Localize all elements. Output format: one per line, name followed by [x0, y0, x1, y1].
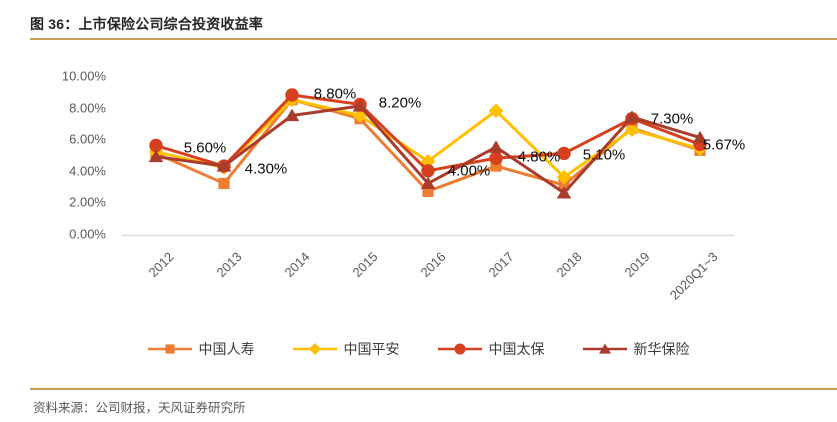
y-axis-tick-label: 4.00% [69, 163, 106, 179]
triangle-marker [420, 176, 436, 190]
x-axis-tick-label: 2018 [553, 249, 585, 281]
circle-marker [217, 159, 231, 173]
triangle-marker [598, 343, 611, 354]
figure-title: 图 36：上市保险公司综合投资收益率 [30, 16, 264, 32]
legend-item: 中国太保 [437, 339, 545, 359]
legend-diamond-swatch [292, 343, 337, 355]
data-point-label: 5.60% [183, 139, 227, 157]
y-axis-tick-label: 6.00% [69, 131, 106, 147]
circle-marker [421, 164, 435, 178]
data-point-label: 8.80% [313, 85, 357, 103]
y-axis-tick-label: 2.00% [69, 194, 106, 210]
diamond-marker [216, 160, 232, 175]
y-axis-tick-label: 8.00% [69, 100, 106, 116]
legend-label: 中国平安 [343, 341, 400, 357]
legend-item: 中国平安 [292, 339, 400, 359]
x-axis-tick-label: 2019 [621, 249, 653, 281]
data-point-label: 4.30% [244, 160, 288, 178]
series-line [154, 98, 702, 193]
square-marker [490, 160, 502, 172]
triangle-marker [624, 110, 640, 123]
x-axis-tick-label: 2013 [213, 249, 245, 281]
series-square [150, 94, 706, 197]
legend-label: 中国太保 [488, 341, 545, 357]
legend-label: 中国人寿 [198, 341, 255, 357]
y-axis-tick-label: 0.00% [69, 226, 106, 242]
legend-square-swatch [147, 344, 192, 354]
diamond-marker [148, 144, 164, 160]
legend-label: 新华保险 [633, 341, 690, 357]
chart-legend: 中国人寿 中国平安 中国太保 新华保险 [0, 336, 837, 362]
diamond-marker [352, 108, 368, 123]
data-point-label: 4.00% [447, 162, 491, 180]
x-axis-tick-label: 2017 [485, 249, 517, 281]
triangle-marker [488, 140, 504, 153]
triangle-marker [148, 149, 164, 163]
square-marker [218, 177, 230, 190]
x-axis-tick-label: 2012 [145, 249, 177, 281]
series-line [154, 98, 702, 179]
y-axis-tick-label: 10.00% [61, 68, 106, 84]
diamond-marker [308, 343, 321, 355]
square-marker [150, 147, 162, 160]
square-marker [286, 94, 298, 106]
diamond-marker [420, 154, 436, 169]
circle-marker [489, 151, 503, 165]
x-axis-tick-label: 2015 [349, 249, 381, 281]
legend-triangle-swatch [582, 343, 627, 354]
triangle-marker [284, 108, 300, 122]
data-point-label: 5.67% [702, 136, 746, 154]
circle-marker [453, 343, 466, 355]
x-axis-tick-label: 2014 [281, 249, 313, 281]
square-marker [626, 122, 638, 134]
data-point-label: 4.80% [517, 148, 561, 166]
square-marker [422, 185, 434, 197]
legend-item: 中国人寿 [147, 339, 255, 359]
diamond-marker [488, 103, 504, 119]
triangle-marker [556, 186, 572, 199]
legend-item: 新华保险 [582, 339, 690, 359]
series-diamond [148, 92, 708, 185]
source-note: 资料来源：公司财报，天风证券研究所 [33, 401, 246, 415]
title-divider [30, 38, 837, 40]
x-axis-tick-label: 2020Q1~3 [666, 249, 721, 303]
footer-divider [30, 388, 837, 390]
series-circle [149, 88, 707, 178]
data-point-label: 7.30% [650, 110, 694, 128]
diamond-marker [284, 92, 300, 107]
data-point-label: 5.10% [582, 146, 626, 164]
x-axis-tick-label: 2016 [417, 249, 449, 281]
chart-area: 10.00% 8.00% 6.00% 4.00% 2.00% 0.00% 2012 2013… [0, 40, 837, 340]
circle-marker [285, 88, 299, 102]
data-point-label: 8.20% [378, 94, 422, 112]
diamond-marker [624, 122, 640, 137]
circle-marker [149, 138, 163, 153]
square-marker [558, 179, 570, 191]
diamond-marker [556, 169, 572, 185]
square-marker [354, 113, 366, 125]
legend-circle-swatch [437, 343, 482, 355]
square-marker [164, 344, 175, 354]
triangle-marker [216, 159, 232, 172]
circle-marker [625, 111, 639, 126]
